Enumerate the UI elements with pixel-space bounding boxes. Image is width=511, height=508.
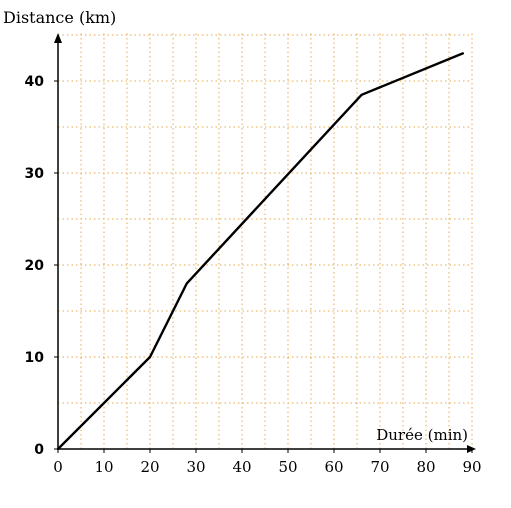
y-tick-label: 20 [25,258,45,274]
axes [54,33,476,453]
x-tick-label: 70 [370,458,389,476]
x-tick-label: 90 [462,458,481,476]
x-tick-label: 40 [232,458,251,476]
x-tick-label: 50 [278,458,297,476]
y-tick-label: 30 [25,166,45,182]
x-tick-label: 20 [140,458,159,476]
x-tick-label: 0 [53,458,63,476]
x-axis-label: Durée (min) [376,426,468,444]
x-tick-label: 30 [186,458,205,476]
y-tick-label: 0 [34,442,44,458]
grid [58,33,473,449]
y-tick-label: 10 [25,350,45,366]
x-tick-label: 60 [324,458,343,476]
y-axis-label: Distance (km) [3,8,116,27]
y-tick-label: 40 [25,74,45,90]
ticks: 0 10 20 30 40 50 60 70 80 90 0 10 20 30 40 [25,74,482,476]
y-axis-arrow [54,33,62,43]
series [56,52,464,451]
x-tick-label: 80 [416,458,435,476]
x-tick-label: 10 [94,458,113,476]
series-line [56,52,464,451]
